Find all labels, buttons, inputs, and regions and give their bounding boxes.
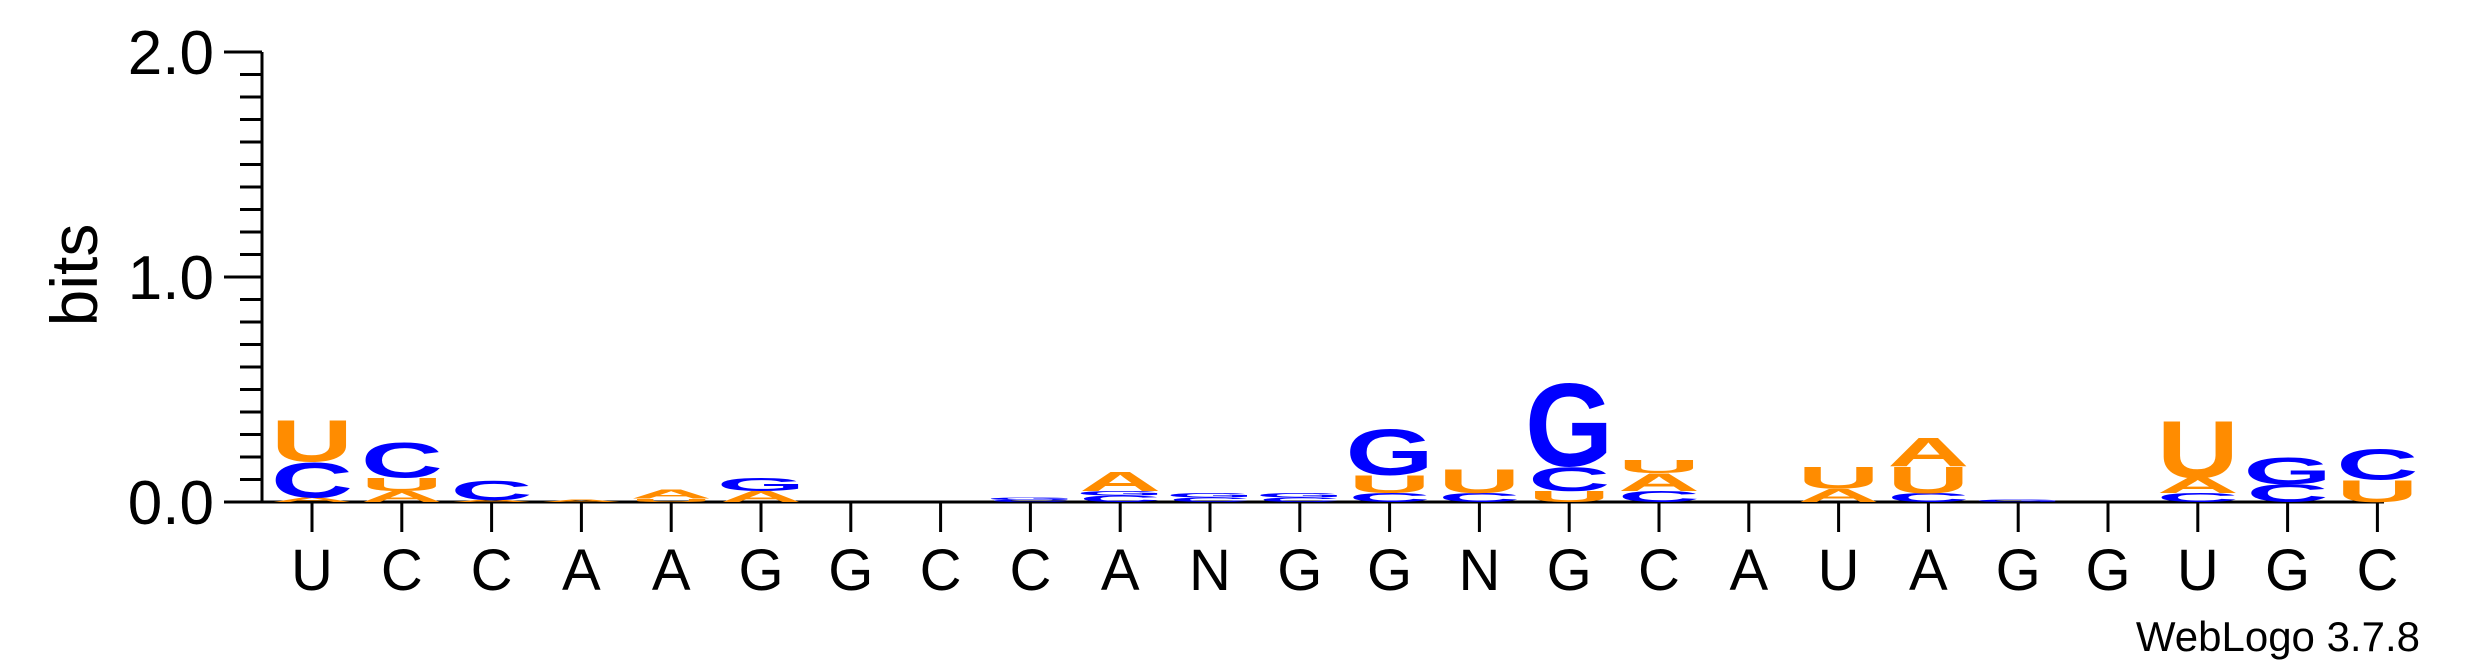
y-tick-label: 1.0 — [128, 244, 214, 313]
weblogo-version: WebLogo 3.7.8 — [2136, 613, 2420, 660]
x-tick-label: C — [1009, 538, 1051, 603]
logo-letter-G: G — [1345, 416, 1433, 490]
logo-letter-G: G — [2243, 450, 2331, 492]
logo-letter-C: C — [1887, 491, 1969, 505]
logo-letter-C: C — [451, 474, 533, 506]
x-tick-label: G — [2265, 538, 2310, 603]
x-tick-label: C — [1638, 538, 1680, 603]
x-tick-label: N — [1458, 538, 1500, 603]
logo-letter-C: C — [1079, 494, 1161, 504]
logo-letter-A: A — [1079, 465, 1161, 497]
logo-letter-C: C — [271, 452, 353, 508]
logo-letter-A: A — [1887, 430, 1969, 475]
logo-letter-U: U — [2336, 474, 2418, 509]
axes: 0.01.02.0U C C A A G G C C A N G G N G C A U A G G U G C — [128, 19, 2399, 603]
logo-letter-G: G — [1076, 490, 1164, 497]
logo-letter-G: G — [717, 474, 805, 495]
logo-letter-C: C — [1169, 496, 1251, 503]
x-tick-label: A — [1909, 538, 1948, 603]
x-tick-label: G — [2085, 538, 2130, 603]
x-tick-label: G — [1996, 538, 2041, 603]
x-tick-label: C — [381, 538, 423, 603]
x-tick-label: U — [2177, 538, 2219, 603]
x-tick-label: U — [291, 538, 333, 603]
y-tick-label: 2.0 — [128, 19, 214, 88]
logo-letter-C: C — [361, 432, 443, 488]
logo-letter-U: U — [1798, 460, 1880, 495]
logo-letter-A: A — [271, 496, 353, 503]
x-tick-label: A — [652, 538, 691, 603]
logo-letter-A: A — [451, 499, 533, 503]
x-tick-label: C — [920, 538, 962, 603]
x-tick-label: G — [1547, 538, 1592, 603]
logo-letter-C: C — [1618, 488, 1700, 505]
logo-letter-C: C — [2157, 491, 2239, 505]
logo-letter-C: C — [2336, 440, 2418, 489]
logo-letter-C: C — [1438, 491, 1520, 505]
x-tick-label: A — [1101, 538, 1140, 603]
logo-letter-U: U — [1528, 488, 1610, 505]
logo-letter-A: A — [630, 487, 712, 501]
x-tick-label: C — [471, 538, 513, 603]
logo-letter-U: U — [2157, 404, 2239, 495]
logo-letter-G: G — [1525, 359, 1613, 492]
x-tick-label: A — [1729, 538, 1768, 603]
logo-letter-U: U — [361, 474, 443, 495]
logo-letter-A: A — [1618, 469, 1700, 497]
logo-letter-C: C — [1349, 491, 1431, 505]
logo-letter-A: A — [361, 488, 443, 505]
logo-letter-U: U — [1618, 456, 1700, 477]
logo-letter-U: U — [1349, 471, 1431, 499]
x-tick-label: G — [738, 538, 783, 603]
logo-letter-A: A — [540, 499, 622, 503]
x-tick-label: C — [2356, 538, 2398, 603]
logo-letter-A: A — [2157, 473, 2239, 497]
x-tick-label: G — [828, 538, 873, 603]
y-axis-label: bits — [37, 224, 111, 327]
logo-letter-U: U — [271, 408, 353, 474]
logo-letter-G: G — [1256, 492, 1344, 499]
logo-letter-U: U — [1887, 459, 1969, 501]
logo-letter-U: U — [1438, 462, 1520, 501]
y-tick-label: 0.0 — [128, 469, 214, 538]
logo-letter-A: A — [1798, 485, 1880, 506]
x-tick-label: G — [1367, 538, 1412, 603]
logo-letter-C: C — [1259, 496, 1341, 503]
logo-letter-G: G — [986, 497, 1074, 501]
logo-letter-U: U — [630, 498, 712, 503]
x-tick-label: A — [562, 538, 601, 603]
logo-letter-C: C — [1528, 460, 1610, 499]
x-tick-label: U — [1818, 538, 1860, 603]
logo-letter-G: G — [1166, 492, 1254, 499]
logo-letter-C: C — [989, 499, 1071, 503]
x-tick-label: G — [1277, 538, 1322, 603]
logo-letter-C: C — [2247, 480, 2329, 508]
logo-letter-G: G — [1974, 499, 2062, 503]
logo-letter-A: A — [720, 488, 802, 505]
x-tick-label: N — [1189, 538, 1231, 603]
